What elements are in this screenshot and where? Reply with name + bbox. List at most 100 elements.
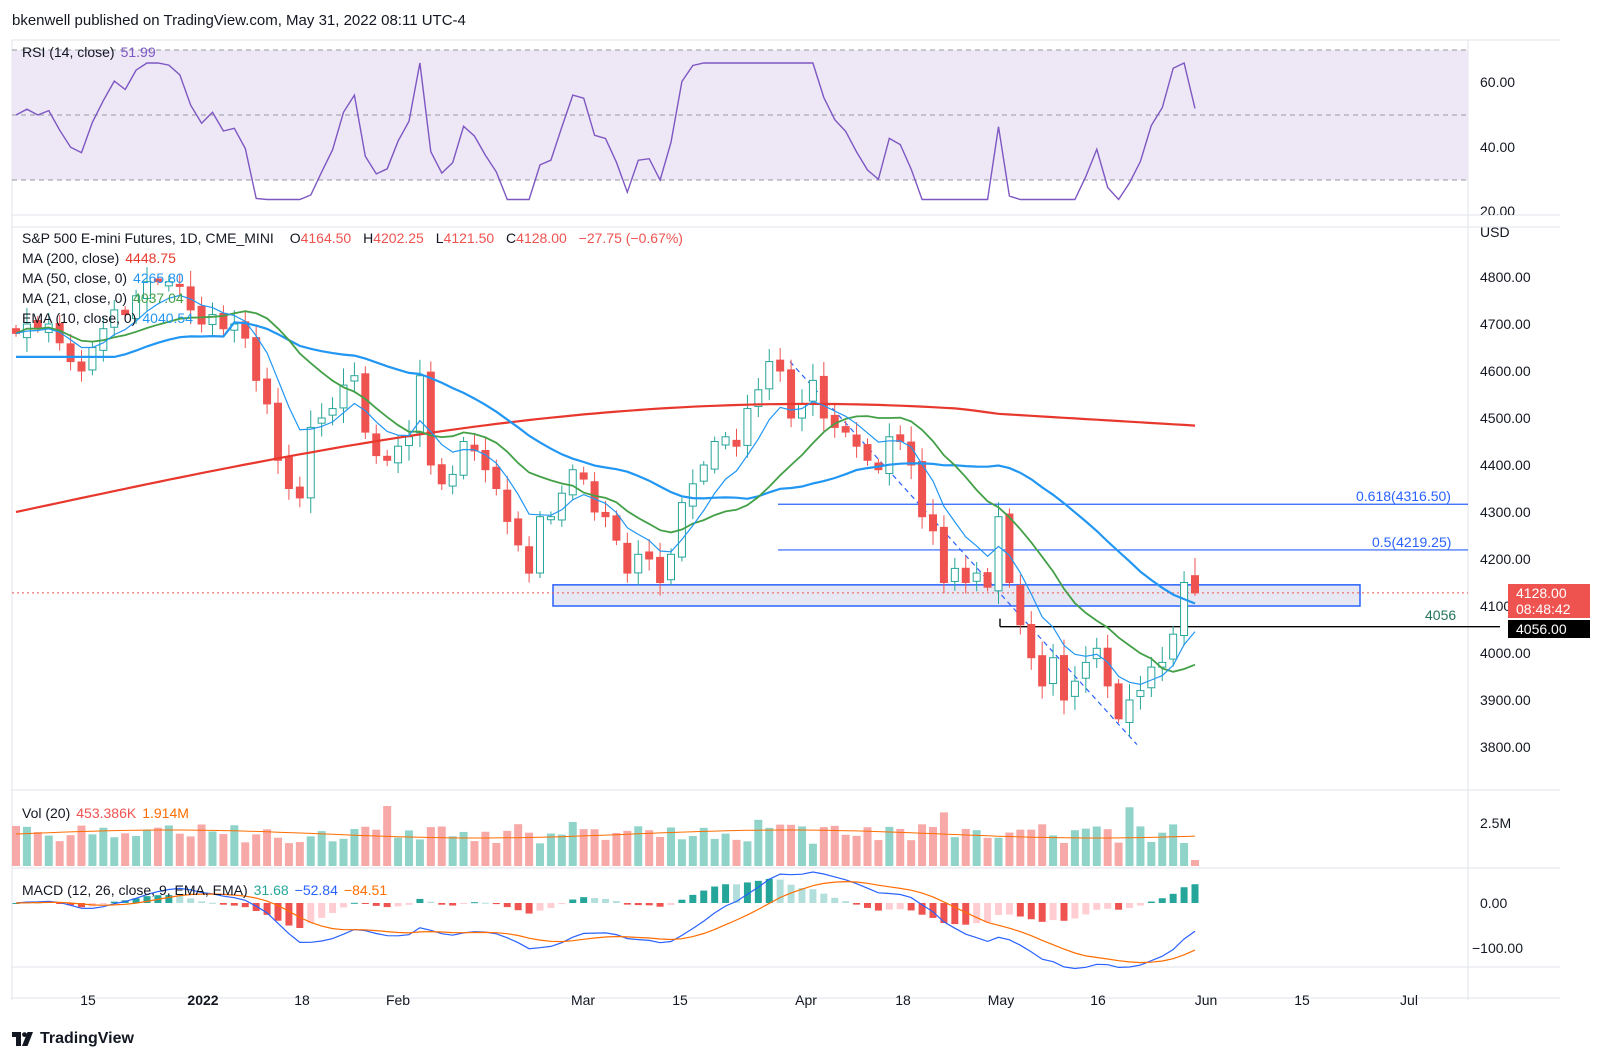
candle-body [1136, 690, 1145, 697]
volume-bar [808, 843, 817, 866]
candle [492, 459, 501, 496]
volume-value: 453.386K [76, 805, 137, 821]
open-value: 4164.50 [300, 230, 352, 246]
macd-hist-bar [132, 898, 140, 903]
volume-bar [710, 838, 719, 866]
candle-body [77, 361, 86, 372]
candle [787, 359, 796, 428]
macd-hist-bar [1038, 903, 1046, 922]
macd-hist-bar [874, 903, 882, 911]
candle [983, 567, 992, 592]
volume-bar [656, 836, 665, 866]
volume-bar [1147, 841, 1156, 866]
volume-bar [263, 829, 272, 866]
volume-bar [470, 841, 479, 866]
candle-body [481, 450, 490, 471]
candle-body [994, 516, 1003, 592]
candle-body [394, 445, 403, 464]
candle-body [721, 436, 730, 446]
tradingview-icon [12, 1032, 33, 1046]
high-label: H [363, 230, 374, 246]
ema10-label: EMA (10, close, 0) [22, 310, 137, 326]
macd-hist-bar [612, 901, 620, 903]
ma50-legend: MA (50, close, 0) 4265.80 [22, 270, 184, 286]
candle [536, 511, 544, 579]
candle-body [623, 542, 632, 574]
volume-bar [405, 830, 413, 866]
candle-body [546, 516, 555, 521]
volume-bar [415, 839, 424, 866]
volume-bar [1016, 829, 1025, 866]
macd-hist-bar [667, 903, 675, 906]
candle [459, 436, 468, 480]
candle [950, 557, 959, 591]
candle-body [1180, 582, 1189, 637]
volume-bar [732, 839, 741, 866]
macd-hist-bar [187, 898, 195, 903]
volume-bar [372, 829, 381, 866]
candle [110, 300, 119, 337]
x-tick-2022: 2022 [187, 992, 219, 1008]
volume-tick: 2.5M [1480, 815, 1512, 831]
macd-hist-bar [1180, 887, 1188, 903]
macd-hist-bar [569, 899, 577, 903]
volume-bar [284, 843, 293, 866]
candle [175, 274, 184, 296]
macd-hist-bar [1016, 903, 1024, 917]
volume-bar [66, 835, 75, 866]
open-label: O [289, 230, 301, 246]
volume-bar [787, 824, 796, 866]
volume-bar [339, 838, 348, 866]
volume-bar [1038, 824, 1047, 866]
macd-hist-bar [405, 903, 413, 905]
volume-bar [601, 839, 610, 866]
candle [525, 536, 534, 583]
volume-bar [743, 841, 752, 866]
macd-hist-bar [1060, 903, 1068, 921]
macd-hist-bar [110, 901, 118, 903]
macd-hist-bar [602, 898, 609, 903]
volume-bar [153, 827, 162, 866]
candle [405, 420, 413, 461]
volume-bar [110, 837, 119, 866]
ma21-value: 4037.04 [133, 290, 184, 306]
volume-bar [143, 829, 151, 866]
volume-bar [623, 830, 632, 866]
candle [306, 410, 315, 514]
price-tick: 4400.00 [1480, 457, 1531, 473]
candle-body [361, 373, 370, 433]
candle [939, 515, 948, 594]
price-tick: 4300.00 [1480, 504, 1531, 520]
volume-bar [33, 832, 42, 866]
candle-body [918, 461, 927, 518]
tradingview-logo[interactable]: TradingView [12, 1030, 134, 1048]
candle-body [208, 314, 217, 326]
candle [1070, 666, 1079, 710]
candle-body [503, 489, 512, 522]
candle-body [88, 347, 97, 371]
candle-body [710, 441, 719, 470]
volume-bar [525, 832, 534, 866]
macd-hist-bar [307, 903, 315, 923]
macd-hist-bar [318, 903, 326, 918]
macd-hist-bar [209, 902, 216, 904]
macd-hist-bar [798, 888, 806, 903]
close-label: C [506, 230, 517, 246]
ema10-legend: EMA (10, close, 0) 4040.54 [22, 310, 193, 326]
volume-bar [1070, 830, 1079, 866]
macd-hist-bar [634, 903, 642, 906]
candle-body [939, 526, 948, 583]
macd-hist-bar [765, 878, 773, 903]
volume-bar [361, 826, 370, 866]
candle [1180, 571, 1189, 646]
macd-hist-bar [372, 903, 380, 906]
x-tick-jun: Jun [1194, 992, 1218, 1008]
x-tick-16: 16 [1090, 992, 1106, 1008]
candle [1103, 634, 1112, 698]
macd-hist-bar [252, 903, 260, 912]
macd-label: MACD (12, 26, close, 9, EMA, EMA) [22, 882, 248, 898]
macd-hist-bar [689, 894, 697, 903]
volume-bar [885, 826, 894, 866]
macd-hist-bar [285, 903, 293, 926]
